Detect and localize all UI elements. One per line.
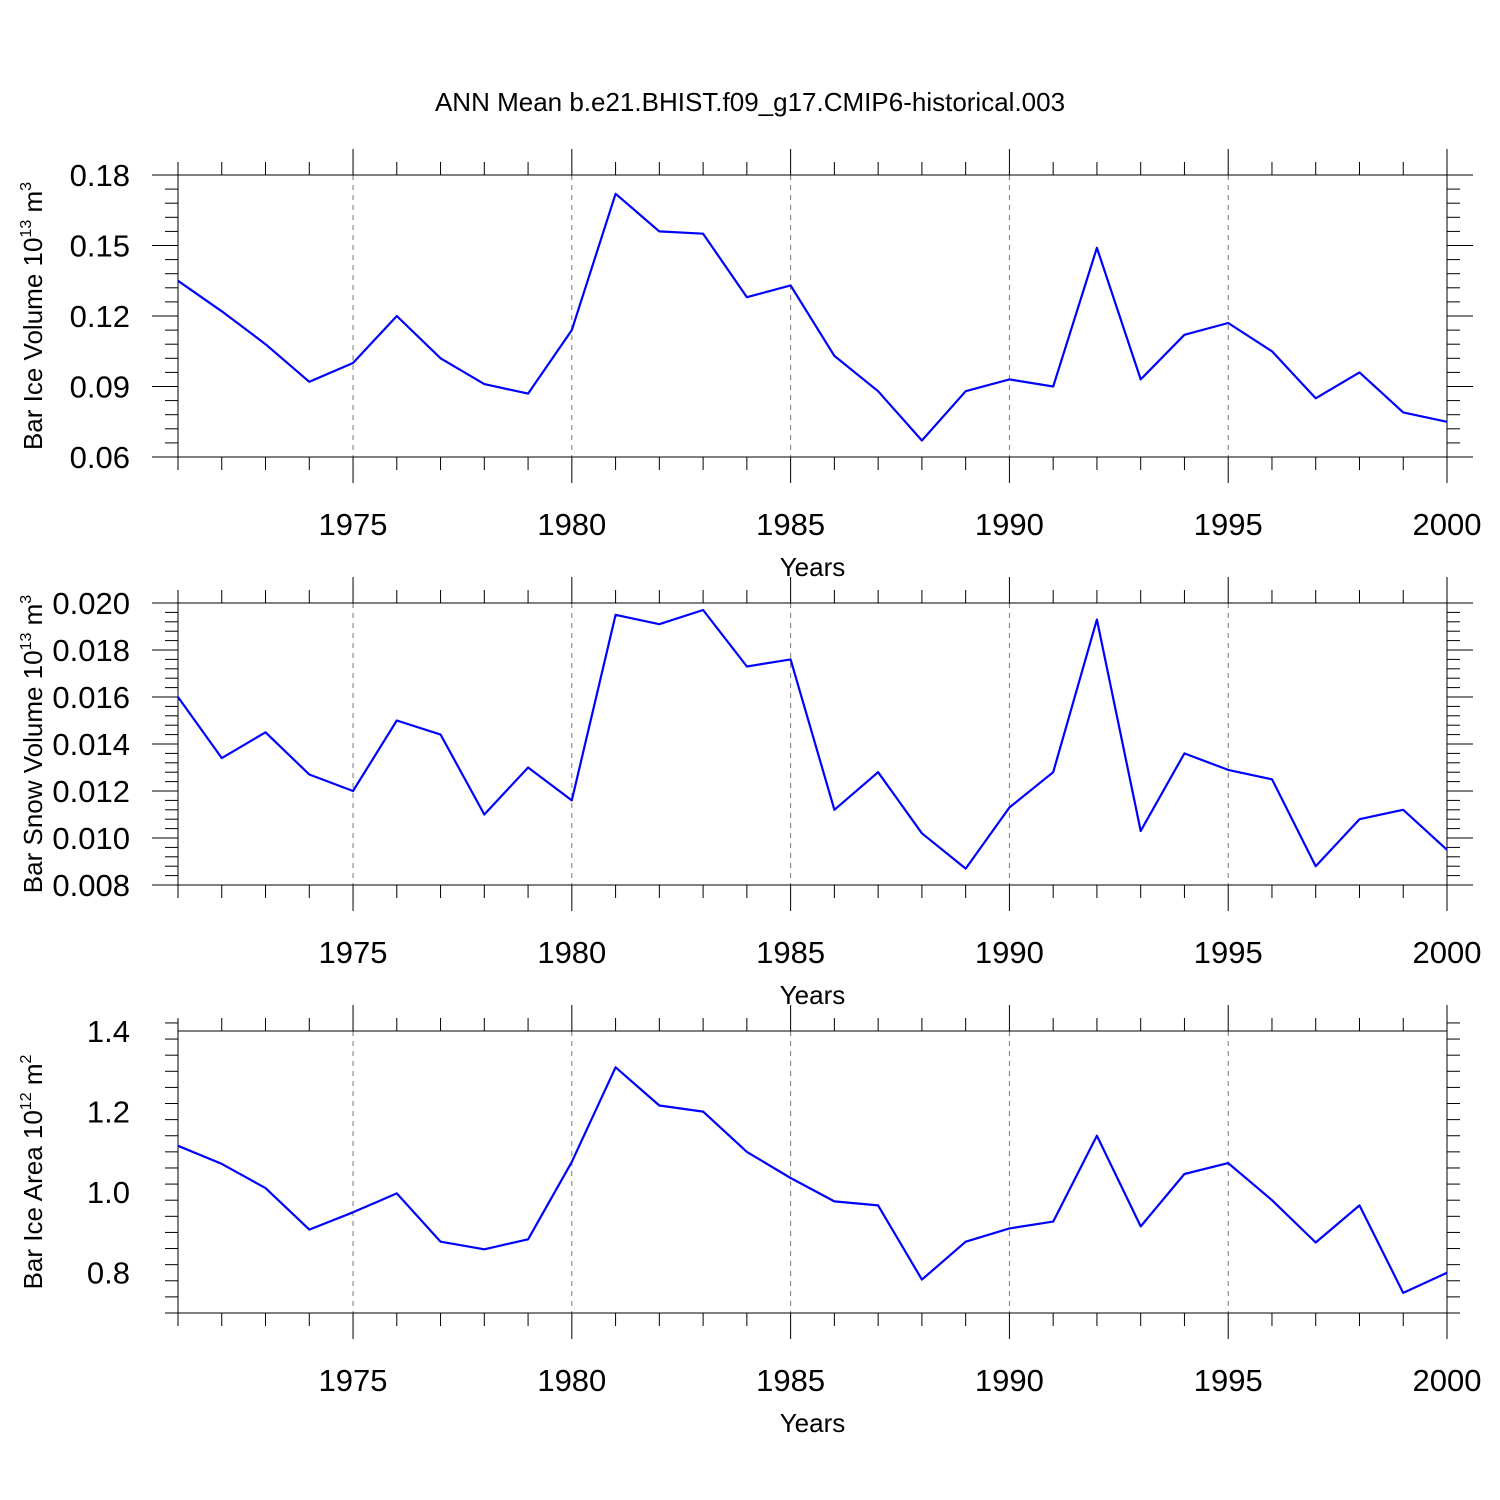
plot-frame [177,602,1448,886]
x-tick-label: 1995 [1194,935,1263,970]
y-tick-label: 0.15 [70,229,130,264]
series-line [177,608,1448,870]
y-tick-label: 0.06 [70,440,130,475]
y-axis-label: Bar Ice Volume 1013 m3 [18,182,48,450]
panel-1: 0.06 0.09 0.12 0.15 0.18 1975 1980 1985 1990 1995… [18,149,1481,582]
x-tick-label: 1975 [319,507,388,542]
x-tick-label: 2000 [1413,507,1482,542]
y-axis-label-unit-exponent: 2 [18,1054,35,1063]
x-tick-label: 1990 [975,935,1044,970]
x-tick-label: 2000 [1413,935,1482,970]
x-tick-label: 2000 [1413,1363,1482,1398]
y-tick-label: 1.0 [87,1175,130,1210]
y-axis-label: Bar Ice Area 1012 m2 [18,1054,48,1289]
y-axis-label-exponent: 13 [18,632,35,650]
x-tick-label: 1990 [975,1363,1044,1398]
y-tick-label: 0.12 [70,299,130,334]
y-axis-label-text: Bar Snow Volume 10 [18,650,48,893]
y-tick-label: 0.09 [70,370,130,405]
y-tick-label: 0.8 [87,1256,130,1291]
y-tick-label: 0.010 [52,821,130,856]
y-axis-label-unit: m [18,604,48,633]
plot-frame [177,174,1448,458]
x-tick-label: 1990 [975,507,1044,542]
x-tick-label: 1985 [756,935,825,970]
x-axis-label: Years [780,980,846,1010]
x-tick-label: 1980 [537,1363,606,1398]
y-axis-label-unit-exponent: 3 [18,595,35,604]
panel-3: 0.8 1.0 1.2 1.4 1975 1980 1985 1990 1995 2000 Year… [18,1005,1481,1438]
x-axis-label: Years [780,1408,846,1438]
y-axis-label-text: Bar Ice Volume 10 [18,238,48,450]
x-tick-label: 1995 [1194,507,1263,542]
x-tick-label: 1995 [1194,1363,1263,1398]
y-axis-label-unit-exponent: 3 [18,182,35,191]
series-line [177,192,1448,442]
x-tick-label: 1985 [756,507,825,542]
y-tick-label: 0.18 [70,158,130,193]
y-axis-label: Bar Snow Volume 1013 m3 [18,595,48,894]
y-axis-label-exponent: 13 [18,220,35,238]
figure-title: ANN Mean b.e21.BHIST.f09_g17.CMIP6-histo… [435,87,1065,117]
x-tick-label: 1975 [319,935,388,970]
y-tick-label: 0.008 [52,868,130,903]
y-tick-label: 0.020 [52,586,130,621]
x-tick-label: 1980 [537,935,606,970]
y-tick-label: 1.2 [87,1095,130,1130]
y-tick-label: 0.014 [52,727,130,762]
plot-frame [177,1030,1448,1314]
y-axis-label-exponent: 12 [18,1092,35,1110]
y-axis-label-text: Bar Ice Area 10 [18,1110,48,1289]
y-axis-label-unit: m [18,1063,48,1092]
y-tick-label: 1.4 [87,1014,130,1049]
x-tick-label: 1975 [319,1363,388,1398]
x-tick-label: 1985 [756,1363,825,1398]
y-tick-label: 0.012 [52,774,130,809]
x-tick-label: 1980 [537,507,606,542]
y-tick-label: 0.016 [52,680,130,715]
series-line [177,1066,1448,1295]
y-tick-label: 0.018 [52,633,130,668]
panel-2: 0.008 0.010 0.012 0.014 0.016 0.018 0.020 1975 1… [18,577,1481,1010]
y-axis-label-unit: m [18,191,48,220]
x-axis-label: Years [780,552,846,582]
panels: 0.06 0.09 0.12 0.15 0.18 1975 1980 1985 1990 1995… [18,149,1481,1438]
